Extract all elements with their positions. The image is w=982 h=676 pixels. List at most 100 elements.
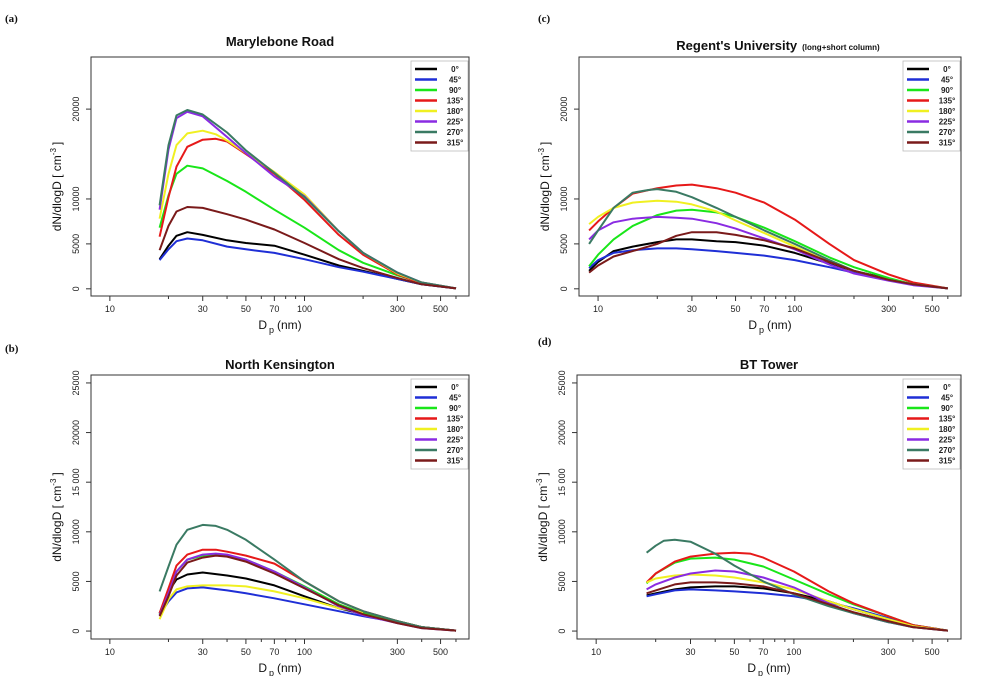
y-tick-label: 5000 xyxy=(71,571,81,591)
legend-label-45: 45° xyxy=(449,76,461,85)
legend-label-90: 90° xyxy=(449,404,461,413)
legend-label-315: 315° xyxy=(939,457,956,466)
y-axis-title: dN/dlogD [ cm-3] xyxy=(535,472,550,562)
x-tick-label: 500 xyxy=(925,647,940,657)
legend-box xyxy=(902,60,961,152)
series-line-315 xyxy=(588,231,948,290)
y-axis-title-main: dN/dlogD [ cm xyxy=(50,155,64,231)
legend-label-90: 90° xyxy=(941,86,953,95)
x-tick-label: 100 xyxy=(787,304,802,314)
y-tick-label: 5000 xyxy=(559,234,569,254)
legend-label-315: 315° xyxy=(939,139,956,148)
x-axis-title-main: D xyxy=(258,661,267,675)
x-tick-label: 300 xyxy=(881,304,896,314)
y-axis-title-end: ] xyxy=(50,472,64,475)
series-line-180 xyxy=(158,584,364,620)
x-tick-label: 500 xyxy=(433,647,448,657)
x-tick-label: 100 xyxy=(297,304,312,314)
y-tick-label: 10000 xyxy=(71,519,81,544)
legend-label-45: 45° xyxy=(449,394,461,403)
x-tick-label: 10 xyxy=(105,647,115,657)
x-tick-label: 50 xyxy=(241,647,251,657)
series-line-135 xyxy=(645,551,948,632)
x-tick-label: 100 xyxy=(297,647,312,657)
x-axis-title-unit: (nm) xyxy=(277,661,302,675)
legend: 0° 45°90° 135°180° 225°270° 315° xyxy=(410,60,469,152)
x-tick-label: 50 xyxy=(731,304,741,314)
series-line-270 xyxy=(158,523,457,632)
legend-label-0: 0° xyxy=(943,65,951,74)
panel-c: (c) Regent's University (long+short column… xyxy=(537,13,962,335)
panel-letter: (c) xyxy=(538,13,551,25)
x-tick-label: 300 xyxy=(390,304,405,314)
legend-label-315: 315° xyxy=(447,457,464,466)
x-tick-label: 300 xyxy=(390,647,405,657)
y-tick-label: 15 000 xyxy=(557,468,567,496)
x-tick-label: 30 xyxy=(685,647,695,657)
y-tick-label: 5000 xyxy=(557,571,567,591)
y-axis-title-end: ] xyxy=(536,472,550,475)
y-tick-label: 25000 xyxy=(557,370,567,395)
legend-box xyxy=(410,378,469,470)
legend-label-270: 270° xyxy=(939,128,956,137)
y-axis-title-main: dN/dlogD [ cm xyxy=(536,486,550,562)
series-line-225 xyxy=(158,552,457,632)
y-tick-label: 0 xyxy=(557,629,567,634)
chart-title: Marylebone Road xyxy=(226,34,334,49)
y-tick-label: 20000 xyxy=(71,97,81,122)
x-tick-label: 10 xyxy=(591,647,601,657)
x-axis-title-main: D xyxy=(748,318,757,332)
y-tick-label: 10000 xyxy=(559,186,569,211)
plot-frame xyxy=(90,374,470,640)
y-tick-label: 5000 xyxy=(71,234,81,254)
legend-label-225: 225° xyxy=(447,436,464,445)
x-tick-label: 30 xyxy=(198,647,208,657)
panel-letter: (d) xyxy=(538,336,552,348)
legend: 0° 45°90° 135°180° 225°270° 315° xyxy=(902,60,961,152)
x-tick-label: 70 xyxy=(758,647,768,657)
series-line-315 xyxy=(158,554,457,632)
legend-box xyxy=(902,378,961,470)
series-line-270 xyxy=(645,538,948,632)
x-axis-title-unit: (nm) xyxy=(766,661,791,675)
x-axis-title-unit: (nm) xyxy=(277,318,302,332)
x-tick-label: 70 xyxy=(269,304,279,314)
series-line-90 xyxy=(588,208,948,290)
x-tick-label: 100 xyxy=(786,647,801,657)
y-tick-label: 20000 xyxy=(557,420,567,445)
chart-title-suffix: (long+short column) xyxy=(802,43,880,52)
legend-label-225: 225° xyxy=(447,118,464,127)
legend-label-0: 0° xyxy=(451,65,459,74)
y-axis-title: dN/dlogD [ cm-3] xyxy=(49,472,64,562)
y-axis-title-end: ] xyxy=(50,142,64,145)
series-line-135 xyxy=(158,137,457,290)
chart-title-main: Regent's University xyxy=(676,38,798,53)
x-axis-title-main: D xyxy=(747,661,756,675)
series-line-0 xyxy=(158,571,457,632)
legend-label-315: 315° xyxy=(447,139,464,148)
legend: 0° 45°90° 135°180° 225°270° 315° xyxy=(410,378,469,470)
series-line-180 xyxy=(158,129,457,290)
panel-letter: (a) xyxy=(5,13,18,25)
y-axis-title-main: dN/dlogD [ cm xyxy=(538,155,552,231)
plot-frame xyxy=(576,374,962,640)
x-tick-label: 50 xyxy=(241,304,251,314)
y-tick-label: 0 xyxy=(71,286,81,291)
legend-label-45: 45° xyxy=(941,394,953,403)
legend-label-0: 0° xyxy=(451,383,459,392)
legend-label-0: 0° xyxy=(943,383,951,392)
y-axis-title-end: ] xyxy=(538,142,552,145)
x-axis-title-main: D xyxy=(258,318,267,332)
y-axis-title-sup: -3 xyxy=(537,148,546,156)
y-axis-title-sup: -3 xyxy=(49,478,58,486)
y-tick-label: 25000 xyxy=(71,370,81,395)
series-line-90 xyxy=(158,553,457,632)
x-tick-label: 70 xyxy=(759,304,769,314)
x-tick-label: 10 xyxy=(593,304,603,314)
series-line-315 xyxy=(158,206,457,290)
legend-label-135: 135° xyxy=(447,97,464,106)
